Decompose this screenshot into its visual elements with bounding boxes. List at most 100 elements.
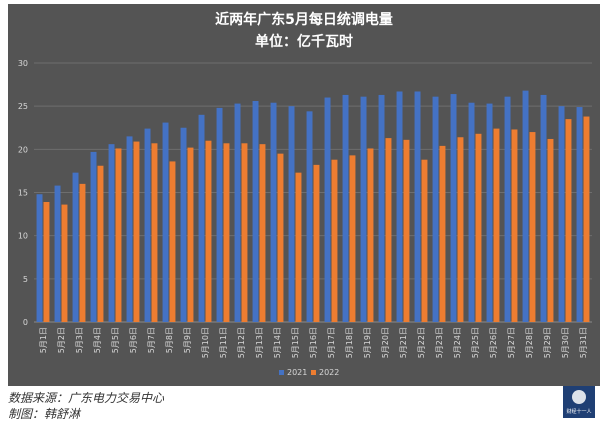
chart-title: 近两年广东5月每日统调电量 [215,11,393,28]
bar-2022-19 [367,148,374,322]
y-tick-label: 30 [18,59,28,68]
x-tick-label: 5月25日 [471,327,480,358]
bar-2021-14 [270,102,277,322]
bar-2021-9 [180,127,187,322]
bar-2021-22 [414,91,421,323]
x-tick-label: 5月23日 [435,327,444,358]
x-axis-ticks: 5月1日 5月2日 5月3日 5月4日 5月5日 5月6日 5月7日 5月8日 5月9日 5月10… [39,327,588,358]
bar-2021-13 [252,100,259,322]
x-tick-label: 5月9日 [183,327,192,353]
bar-2021-10 [198,114,205,322]
bar-chart: 近两年广东5月每日统调电量 单位：亿千瓦时 0 5 10 15 20 25 30 5月1日 5… [18,11,592,377]
bar-2022-10 [205,140,212,322]
bar-2022-7 [151,143,158,322]
legend-label-2022: 2022 [319,368,339,377]
x-tick-label: 5月29日 [543,327,552,358]
x-tick-label: 5月20日 [381,327,390,358]
bar-2021-7 [144,128,151,322]
bar-2021-17 [324,97,331,323]
bar-2021-3 [72,172,79,322]
legend-swatch-2021 [279,370,284,375]
bar-2022-31 [583,116,590,322]
x-tick-label: 5月11日 [219,327,228,358]
bar-2022-22 [421,159,428,322]
x-tick-label: 5月14日 [273,327,282,358]
x-tick-label: 5月17日 [327,327,336,358]
bar-2022-8 [169,161,176,322]
bar-2021-15 [288,106,295,323]
bar-2021-2 [54,185,61,322]
x-tick-label: 5月2日 [57,327,66,353]
x-tick-label: 5月26日 [489,327,498,358]
bar-2021-6 [126,136,133,322]
legend-swatch-2022 [311,370,316,375]
logo-icon [572,390,586,404]
bar-2021-27 [504,96,511,322]
legend: 2021 2022 [279,368,339,377]
bar-2021-12 [234,103,241,323]
chart-author-note: 制图：韩舒淋 [8,407,81,421]
bar-2022-20 [385,138,392,322]
bar-2021-30 [558,106,565,323]
x-tick-label: 5月10日 [201,327,210,358]
x-tick-label: 5月1日 [39,327,48,353]
chart-subtitle: 单位：亿千瓦时 [255,33,353,50]
y-tick-label: 15 [18,189,28,198]
x-tick-label: 5月21日 [399,327,408,358]
bar-2022-2 [61,204,68,322]
bar-2022-18 [349,155,356,322]
x-tick-label: 5月18日 [345,327,354,358]
x-tick-label: 5月5日 [111,327,120,353]
bar-2022-25 [475,133,482,322]
bar-2022-15 [295,172,302,322]
x-tick-label: 5月4日 [93,327,102,353]
x-tick-label: 5月3日 [75,327,84,353]
y-tick-label: 5 [23,275,28,284]
bar-2022-27 [511,129,518,322]
x-tick-label: 5月13日 [255,327,264,358]
legend-label-2021: 2021 [287,368,307,377]
bar-2022-1 [43,201,50,322]
bar-2021-11 [216,107,223,322]
bar-2022-6 [133,141,140,322]
bar-2021-29 [540,94,547,323]
bar-2022-14 [277,153,284,322]
bar-2022-13 [259,144,266,322]
bar-2022-11 [223,143,230,322]
x-tick-label: 5月30日 [561,327,570,358]
bar-2021-24 [450,94,457,322]
bar-2021-8 [162,122,169,322]
chart-panel: 近两年广东5月每日统调电量 单位：亿千瓦时 0 5 10 15 20 25 30 5月1日 5… [8,4,600,386]
bar-2022-24 [457,137,464,322]
bar-2022-23 [439,145,446,322]
bar-2022-9 [187,147,194,322]
bar-2021-25 [468,102,475,322]
bar-2021-19 [360,96,367,322]
x-tick-label: 5月19日 [363,327,372,358]
x-tick-label: 5月16日 [309,327,318,358]
bar-2021-21 [396,91,403,323]
x-tick-label: 5月27日 [507,327,516,358]
y-axis-ticks: 0 5 10 15 20 25 30 [18,59,28,327]
bar-2021-31 [576,107,583,322]
bar-2021-1 [36,194,43,322]
bar-2022-21 [403,139,410,322]
data-source-note: 数据来源：广东电力交易中心 [8,391,165,405]
x-tick-label: 5月22日 [417,327,426,358]
bar-2022-26 [493,128,500,322]
bar-2022-28 [529,132,536,322]
logo-text: 财经十一人 [566,409,592,415]
bar-2021-20 [378,94,385,323]
bar-2022-29 [547,138,554,322]
y-tick-label: 0 [23,318,28,327]
x-tick-label: 5月28日 [525,327,534,358]
bar-2021-28 [522,90,529,322]
bar-2022-16 [313,164,320,322]
bar-2022-4 [97,165,104,322]
y-tick-label: 20 [18,145,28,154]
y-tick-label: 25 [18,102,28,111]
y-tick-label: 10 [18,232,28,241]
publisher-logo: 财经十一人 [563,386,595,418]
bars [36,90,590,323]
bar-2021-23 [432,96,439,322]
